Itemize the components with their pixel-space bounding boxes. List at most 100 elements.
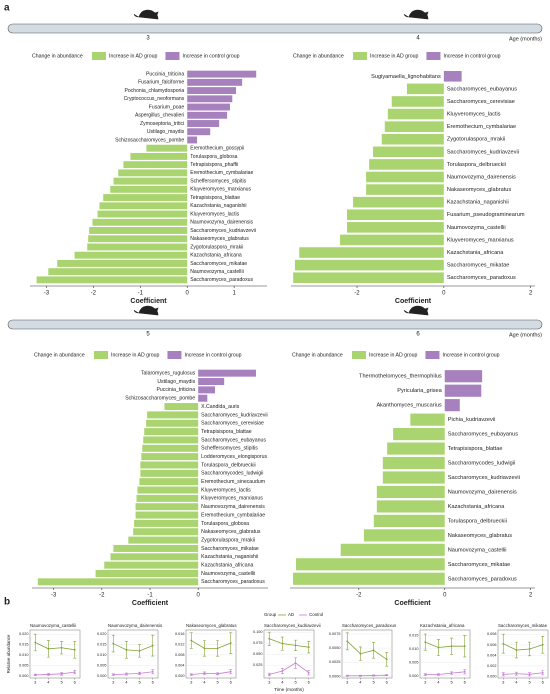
series-line — [347, 674, 387, 677]
bar — [103, 194, 188, 202]
category-label: Saccharomyces_mikatae — [201, 546, 259, 552]
category-label: Pyricularia_grisea — [397, 388, 442, 394]
bar — [382, 471, 445, 484]
bar — [135, 511, 199, 519]
y-tick-label: 0.010 — [19, 653, 29, 657]
point — [34, 673, 37, 676]
category-label: Kluyveromyces_marxianus — [201, 496, 263, 502]
y-tick-label: 0.020 — [19, 632, 29, 636]
bar — [382, 456, 445, 470]
x-tick-label: 3 — [34, 680, 37, 685]
bar — [133, 528, 199, 536]
bar — [48, 268, 188, 276]
bar — [387, 108, 444, 120]
y-tick-label: 0.002 — [487, 664, 497, 668]
x-tick-label: -1 — [138, 291, 144, 297]
category-label: Naumovozyma_castellii — [448, 547, 507, 553]
x-tick-label: 6 — [542, 680, 545, 685]
category-label: Nakaseomyces_glabratus — [447, 187, 512, 193]
category-label: Kluyveromyces_lactis — [190, 211, 239, 217]
x-axis-label: Coefficient — [130, 298, 167, 305]
category-label: Scheffersomyces_stipitis — [190, 178, 246, 184]
category-label: Saccharomyces_kudriavzevii — [190, 228, 256, 234]
legend-label: Increase in control group — [443, 53, 500, 59]
bar — [347, 209, 444, 221]
series-line — [425, 671, 465, 675]
age-axis-label: Age (months) — [509, 332, 542, 338]
age-timeline — [7, 23, 543, 34]
bar — [92, 218, 188, 226]
category-label: Sugiyamaella_lignohabitans — [371, 74, 441, 80]
bar — [410, 413, 445, 426]
series-line — [191, 640, 231, 649]
category-label: Eremothecium_gossypii — [190, 146, 244, 152]
series-line — [113, 671, 153, 676]
bar — [443, 71, 462, 82]
category-label: Saccharomyces_kudriavzevii — [447, 149, 519, 155]
x-tick-label: 6 — [230, 680, 233, 685]
category-label: Saccharomyces_eubayanus — [448, 432, 518, 438]
bar — [164, 403, 199, 411]
x-tick-label: 5 — [372, 680, 375, 685]
x-tick-label: 3 — [424, 680, 427, 685]
bar — [89, 227, 188, 234]
bar — [147, 411, 199, 419]
bar — [363, 529, 445, 542]
facet-title: Saccharomyces_paradoxus — [342, 623, 397, 628]
x-tick-label: 4 — [437, 680, 440, 685]
facet-frame — [29, 629, 81, 679]
bar — [293, 572, 445, 585]
legend-title: Change in abundance — [32, 53, 83, 59]
legend-swatch — [426, 52, 441, 60]
y-tick-label: 0.000 — [487, 674, 497, 678]
x-tick-label: 5 — [216, 680, 219, 685]
category-label: Torulaspora_delbrueckii — [447, 162, 506, 168]
age-timeline — [7, 319, 543, 330]
bar — [136, 494, 199, 502]
bar — [444, 370, 483, 383]
category-label: Saccharomyces_paradoxus — [201, 579, 265, 585]
age-label: 5 — [146, 332, 150, 338]
y-tick-label: 0.008 — [487, 632, 497, 636]
category-label: X.Candida_auris — [201, 404, 240, 410]
category-label: Naumovozyma_dairenensis — [447, 174, 516, 180]
category-label: Kluyveromyces_lactis — [201, 487, 251, 493]
bar — [74, 251, 188, 259]
legend-label: Increase in AD group — [111, 352, 160, 358]
category-label: Talaromyces_rugulosus — [141, 371, 196, 377]
mouse-icon — [133, 305, 159, 316]
category-label: Kluyveromyces_lactis — [447, 112, 501, 118]
category-label: Zygotorulaspora_mrakii — [447, 137, 505, 143]
x-axis-label: Coefficient — [132, 600, 169, 607]
age-label: 6 — [416, 332, 420, 338]
x-tick-label: 5 — [60, 680, 63, 685]
bar — [387, 442, 445, 455]
bar — [198, 369, 256, 377]
x-tick-label: -2 — [91, 291, 97, 297]
bar — [110, 553, 199, 561]
x-tick-label: 0 — [443, 593, 447, 599]
bar — [146, 419, 199, 427]
facet-frame — [497, 629, 549, 679]
x-tick-label: 3 — [346, 680, 349, 685]
y-tick-label: 0.006 — [487, 643, 497, 647]
bar — [293, 272, 444, 283]
facet-title: Kazachstania_africana — [420, 623, 465, 628]
category-label: Schizosaccharomyces_pombe — [115, 137, 184, 143]
bar — [87, 243, 188, 251]
bar — [444, 399, 460, 412]
legend-swatch — [353, 52, 367, 60]
category-label: Cryptococcus_neoformans — [124, 96, 185, 102]
series-line — [269, 662, 309, 675]
x-tick-label: 0 — [442, 291, 446, 297]
bar — [139, 478, 199, 486]
x-tick-label: -2 — [354, 291, 360, 297]
category-label: Kluyveromyces_marxianus — [190, 187, 251, 193]
category-label: Pochonia_chlamydosporia — [124, 88, 184, 94]
category-label: Saccharomyces_eubayanus — [201, 437, 266, 443]
category-label: Naumovozyma_castellii — [201, 571, 255, 577]
y-tick-label: 0.005 — [409, 660, 419, 664]
bar — [187, 87, 237, 95]
y-tick-label: 0.015 — [409, 633, 419, 637]
bar — [143, 436, 199, 444]
